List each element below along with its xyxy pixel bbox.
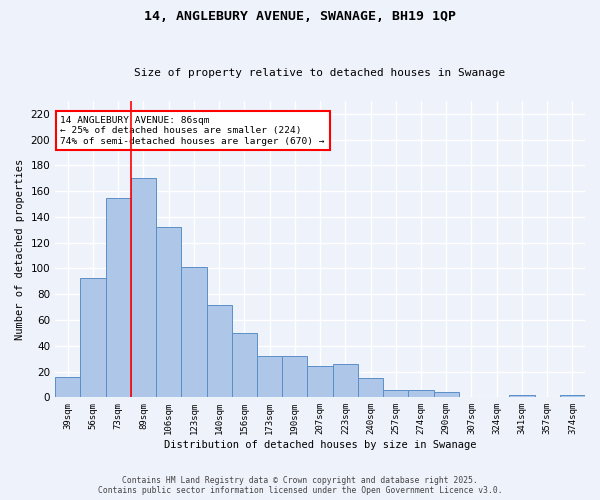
Bar [358,378,383,398]
Bar [509,395,535,398]
Bar [55,376,80,398]
Bar [106,198,131,398]
Y-axis label: Number of detached properties: Number of detached properties [15,158,25,340]
Bar [332,364,358,398]
Bar [307,366,332,398]
Bar [282,356,307,398]
Bar [206,304,232,398]
Bar [156,228,181,398]
Text: Contains HM Land Registry data © Crown copyright and database right 2025.
Contai: Contains HM Land Registry data © Crown c… [98,476,502,495]
Bar [257,356,282,398]
Title: Size of property relative to detached houses in Swanage: Size of property relative to detached ho… [134,68,506,78]
Text: 14 ANGLEBURY AVENUE: 86sqm
← 25% of detached houses are smaller (224)
74% of sem: 14 ANGLEBURY AVENUE: 86sqm ← 25% of deta… [61,116,325,146]
Bar [131,178,156,398]
Bar [560,395,585,398]
X-axis label: Distribution of detached houses by size in Swanage: Distribution of detached houses by size … [164,440,476,450]
Bar [232,333,257,398]
Bar [434,392,459,398]
Bar [383,390,409,398]
Bar [80,278,106,398]
Bar [181,267,206,398]
Text: 14, ANGLEBURY AVENUE, SWANAGE, BH19 1QP: 14, ANGLEBURY AVENUE, SWANAGE, BH19 1QP [144,10,456,23]
Bar [409,390,434,398]
